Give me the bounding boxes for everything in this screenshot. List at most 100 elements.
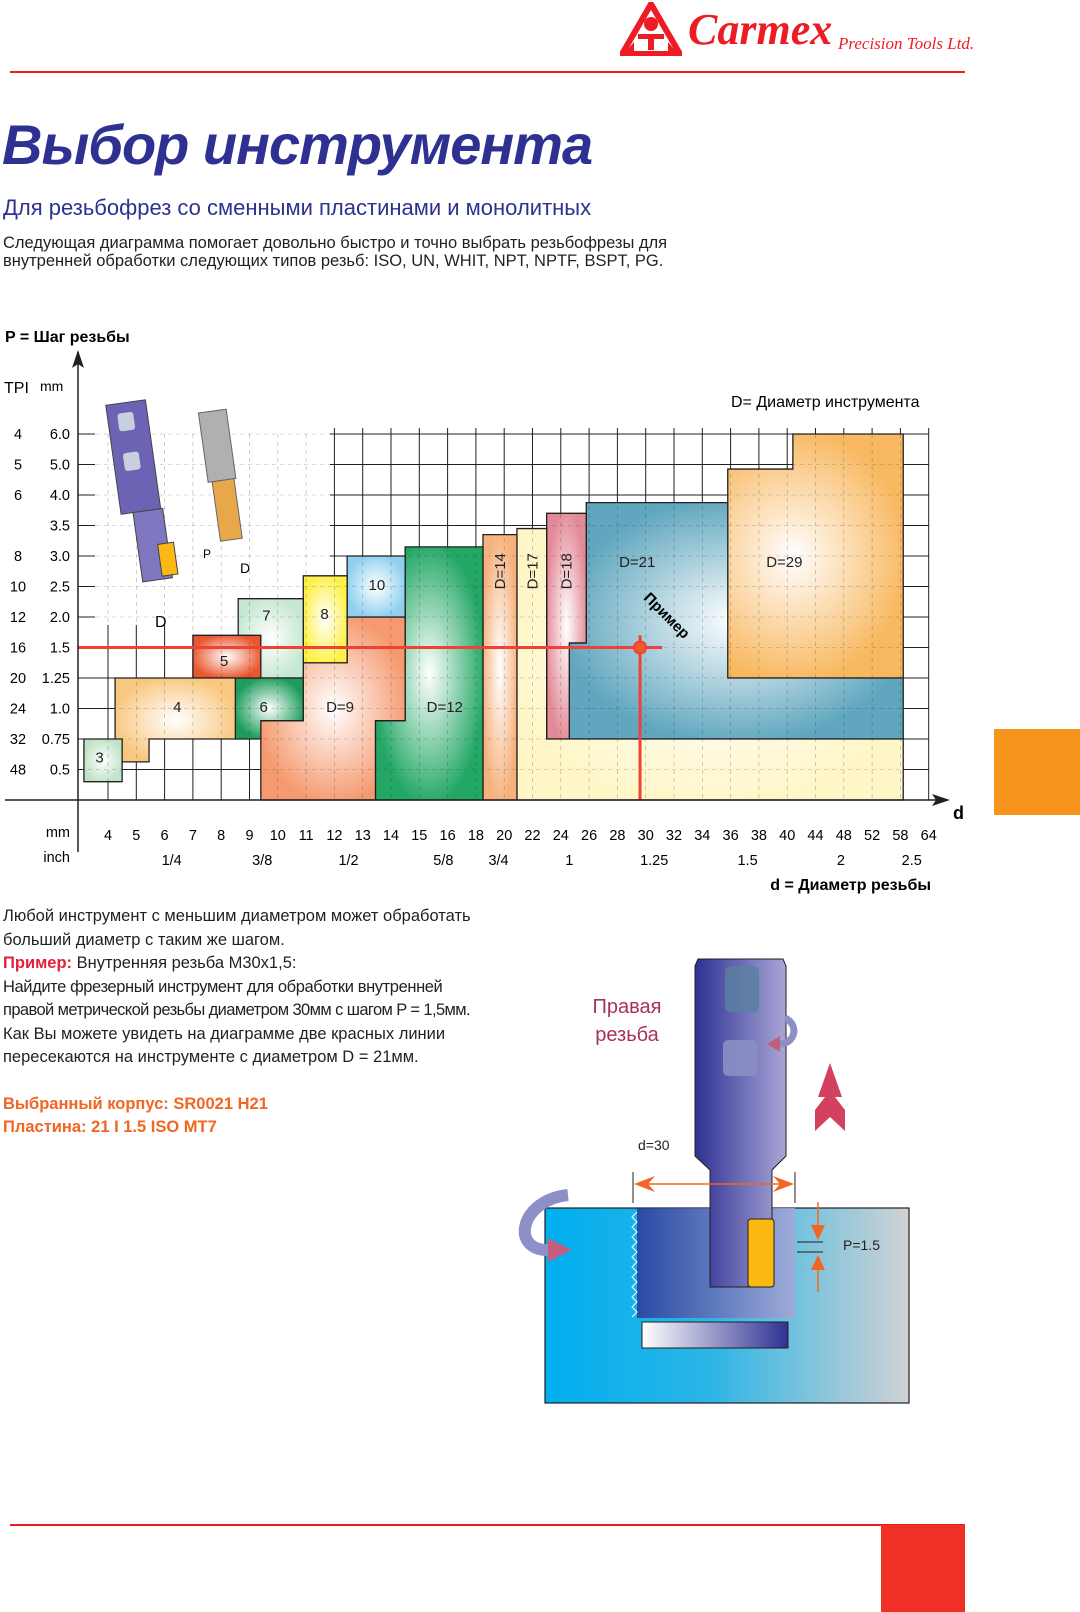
footer-block: [881, 1525, 965, 1612]
region-label: D=14: [492, 553, 509, 589]
x-tick-mm: 34: [694, 828, 710, 844]
y-tick-tpi: 10: [10, 580, 26, 596]
y-tick-mm: 1.0: [50, 702, 70, 718]
thread-milling-illustration: Правая резьба d=30 P=1.5: [518, 958, 910, 1404]
x-tick-mm: 10: [270, 828, 286, 844]
x-tick-mm: 22: [524, 828, 540, 844]
diameter-sketch-label: D: [240, 560, 250, 576]
x-tick-mm: 48: [836, 828, 852, 844]
selected-insert: Пластина: 21 I 1.5 ISO MT7: [3, 1118, 217, 1136]
page-description: Следующая диаграмма помогает довольно бы…: [3, 234, 667, 270]
x-tick-mm: 6: [161, 828, 169, 844]
y-tick-mm: 1.25: [42, 671, 70, 687]
x-tick-inch: 1/4: [162, 853, 182, 869]
region-label: 8: [320, 606, 328, 623]
x-tick-mm: 64: [921, 828, 937, 844]
example-text: Внутренняя резьба M30x1,5:: [76, 954, 297, 972]
x-tick-inch: 5/8: [433, 853, 453, 869]
x-tick-mm: 13: [355, 828, 371, 844]
x-tick-mm: 58: [892, 828, 908, 844]
tool-insert: [157, 541, 179, 577]
explanation-line: больший диаметр с таким же шагом.: [3, 930, 285, 949]
region-label: 10: [369, 577, 386, 594]
step-line: правой метрической резьбы диаметром 30мм…: [3, 1001, 471, 1019]
y-tick-tpi: 16: [10, 641, 26, 657]
x-tick-mm: 12: [326, 828, 342, 844]
x-tick-mm: 44: [807, 828, 823, 844]
y-tick-mm: 1.5: [50, 641, 70, 657]
thread-direction-label: резьба: [595, 1024, 659, 1046]
y-tick-tpi: 20: [10, 671, 26, 687]
header: Carmex Precision Tools Ltd.: [0, 0, 1080, 80]
y-tick-mm: 0.5: [50, 763, 70, 779]
x-tick-mm: 28: [609, 828, 625, 844]
example-line: Пример: Внутренняя резьба M30x1,5:: [3, 952, 471, 976]
section-tab: [994, 729, 1080, 815]
x-tick-mm: 24: [553, 828, 569, 844]
x-tick-mm: 7: [189, 828, 197, 844]
header-divider: [10, 71, 965, 73]
y-tick-mm: 2.5: [50, 580, 70, 596]
y-tick-mm: 4.0: [50, 488, 70, 504]
brand-subtitle: Precision Tools Ltd.: [838, 34, 975, 53]
x-tick-mm: 52: [864, 828, 880, 844]
page-subtitle: Для резьбофрез со сменными пластинами и …: [3, 195, 592, 220]
thread-direction-label: Правая: [593, 996, 662, 1018]
insert-tool-sketch-icon: [105, 399, 179, 583]
page-title: Выбор инструмента: [2, 113, 593, 176]
diameter-dimension: [632, 1172, 796, 1203]
y-axis-title: P = Шаг резьбы: [5, 329, 130, 346]
x-tick-mm: 16: [440, 828, 456, 844]
solid-tool-sketch-icon: [197, 408, 243, 542]
region-4: [114, 677, 237, 763]
region-label: D=29: [766, 554, 802, 571]
description-line: внутренней обработки следующих типов рез…: [3, 252, 664, 270]
x-tick-mm: 36: [723, 828, 739, 844]
tool-thread: [211, 478, 243, 542]
tool-hole: [117, 412, 136, 432]
y-unit-mm: mm: [40, 378, 63, 394]
feed-direction-arrow-icon: [815, 1063, 845, 1131]
y-tick-tpi: 8: [14, 549, 22, 565]
step-line: пересекаются на инструменте с диаметром …: [3, 1048, 419, 1066]
y-tick-tpi: 6: [14, 488, 22, 504]
region-label: 6: [259, 699, 267, 716]
y-tick-tpi: 4: [14, 427, 22, 443]
y-tick-tpi: 24: [10, 702, 26, 718]
x-tick-mm: 14: [383, 828, 399, 844]
x-tick-inch: 1.25: [640, 853, 668, 869]
selected-holder: Выбранный корпус: SR0021 H21: [3, 1094, 268, 1113]
x-unit-mm: mm: [46, 825, 70, 841]
pitch-label: P=1.5: [843, 1237, 880, 1253]
region-label: 3: [95, 749, 103, 766]
diameter-label: d=30: [638, 1137, 670, 1153]
region-label: 7: [262, 607, 270, 624]
chart-legend: D= Диаметр инструмента: [731, 394, 920, 411]
x-unit-inch: inch: [43, 850, 70, 866]
y-tick-tpi: 12: [10, 610, 26, 626]
step-line: Как Вы можете увидеть на диаграмме две к…: [3, 1024, 446, 1043]
x-tick-mm: 4: [104, 828, 112, 844]
y-tick-tpi: 48: [10, 763, 26, 779]
x-tick-inch: 2: [837, 853, 845, 869]
y-tick-mm: 0.75: [42, 732, 70, 748]
tool-hole: [123, 451, 141, 471]
y-tick-mm: 6.0: [50, 427, 70, 443]
region-label: D=12: [427, 699, 463, 716]
region-label: D=18: [558, 553, 575, 589]
region-3: [83, 738, 123, 783]
diameter-sketch-label: D: [155, 614, 167, 631]
x-tick-mm: 18: [468, 828, 484, 844]
x-tick-mm: 8: [217, 828, 225, 844]
x-tick-mm: 40: [779, 828, 795, 844]
region-5: [192, 634, 262, 679]
example-intersection-marker: [633, 640, 648, 655]
step-line: Найдите фрезерный инструмент для обработ…: [3, 977, 443, 996]
x-tick-mm: 30: [638, 828, 654, 844]
x-axis-title: d = Диаметр резьбы: [770, 877, 931, 894]
example-label: Пример:: [3, 954, 73, 972]
pitch-sketch-label: P: [203, 547, 211, 561]
x-tick-mm: 9: [245, 828, 253, 844]
x-tick-mm: 5: [132, 828, 140, 844]
